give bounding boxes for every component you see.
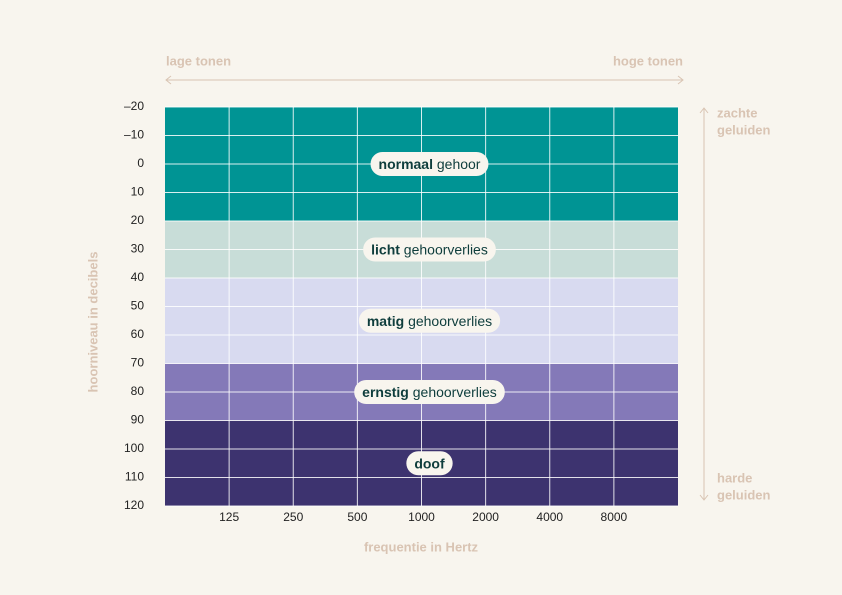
band-label: licht gehoorverlies — [363, 237, 496, 262]
y-tick-label: –10 — [124, 128, 144, 142]
y-tick-label: 0 — [137, 156, 144, 170]
label-rest: gehoorverlies — [408, 312, 492, 328]
label-text: ernstig gehoorverlies — [362, 384, 497, 400]
left-annotation: lage tonen — [166, 53, 231, 68]
x-axis-label: frequentie in Hertz — [364, 539, 479, 554]
y-tick-label: 40 — [131, 270, 145, 284]
right-annotation: hoge tonen — [613, 53, 683, 68]
band-label: ernstig gehoorverlies — [354, 380, 505, 404]
bottom-annotation: harde — [717, 470, 752, 485]
label-text: normaal gehoor — [379, 156, 481, 172]
y-arrow-heads — [699, 107, 709, 501]
y-tick-label: 110 — [125, 470, 144, 484]
label-pill — [406, 451, 453, 476]
x-tick-label: 125 — [219, 510, 239, 524]
y-tick-label: 30 — [131, 242, 145, 256]
y-tick-label: 20 — [131, 213, 145, 227]
label-pill — [358, 308, 501, 333]
label-rest: gehoorverlies — [413, 384, 497, 400]
label-strong: normaal — [379, 156, 433, 172]
y-tick-label: 70 — [131, 356, 145, 370]
x-tick-label: 1000 — [408, 510, 435, 524]
label-pill — [363, 237, 496, 262]
y-tick-label: 100 — [124, 441, 144, 455]
label-text: doof — [414, 455, 445, 471]
label-text: matig gehoorverlies — [367, 312, 492, 328]
top-annotation: zachte — [717, 105, 757, 120]
x-tick-label: 500 — [347, 510, 367, 524]
x-tick-label: 4000 — [536, 510, 563, 524]
label-strong: matig — [367, 312, 404, 328]
y-tick-label: 90 — [131, 413, 145, 427]
band-label: matig gehoorverlies — [358, 308, 501, 333]
y-tick-label: 80 — [131, 384, 145, 398]
x-tick-label: 250 — [283, 510, 303, 524]
y-axis-label: hoorniveau in decibels — [85, 252, 100, 393]
label-pill — [370, 152, 489, 176]
label-strong: ernstig — [362, 384, 409, 400]
y-tick-label: –20 — [124, 99, 144, 113]
y-tick-label: 60 — [131, 327, 145, 341]
label-rest: gehoorverlies — [404, 241, 488, 257]
x-arrow-heads — [165, 75, 684, 85]
label-rest: gehoor — [437, 156, 481, 172]
label-pill — [354, 380, 505, 404]
label-strong: licht — [371, 241, 400, 257]
top-annotation: geluiden — [717, 122, 771, 137]
y-tick-label: 10 — [131, 185, 145, 199]
y-tick-label: 50 — [131, 299, 145, 313]
band-label: doof — [406, 451, 453, 476]
x-tick-label: 2000 — [472, 510, 499, 524]
band-label: normaal gehoor — [370, 152, 489, 176]
x-tick-label: 8000 — [601, 510, 628, 524]
bottom-annotation: geluiden — [717, 487, 771, 502]
label-text: licht gehoorverlies — [371, 241, 488, 257]
label-strong: doof — [414, 455, 445, 471]
y-tick-label: 120 — [124, 498, 144, 512]
